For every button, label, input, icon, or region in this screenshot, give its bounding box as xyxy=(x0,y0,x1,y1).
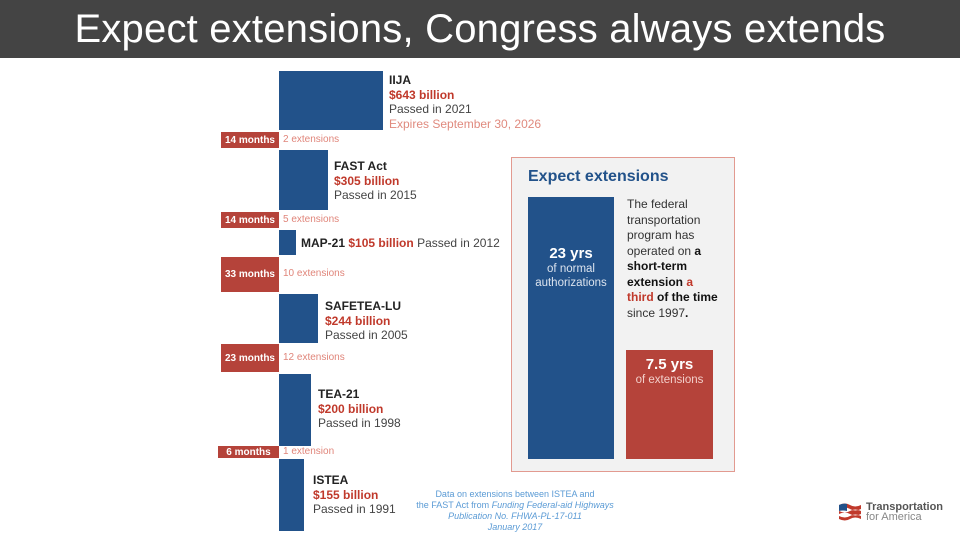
extension-label: of extensions xyxy=(635,374,704,386)
flag-icon xyxy=(839,503,861,521)
label-fast-act: FAST Act $305 billion Passed in 2015 xyxy=(334,159,417,202)
label-iija: IIJA $643 billion Passed in 2021 Expires… xyxy=(389,73,542,131)
ext-count: 12 extensions xyxy=(283,352,345,363)
normal-label: of normal authorizations xyxy=(535,263,607,289)
ext-count: 1 extension xyxy=(283,446,335,457)
ext-duration: 23 months xyxy=(221,344,279,372)
bar-fast-act xyxy=(279,150,328,210)
bar-map-21 xyxy=(279,230,296,255)
callout-description: The federal transportation program has o… xyxy=(627,197,718,320)
source-footnote: Data on extensions between ISTEA and the… xyxy=(416,489,614,532)
label-safetea-lu: SAFETEA-LU $244 billion Passed in 2005 xyxy=(325,299,408,342)
ext-duration: 6 months xyxy=(218,446,279,458)
ext-count: 10 extensions xyxy=(283,268,345,279)
ext-duration: 14 months xyxy=(221,132,279,148)
extension-years: 7.5 yrs xyxy=(645,356,694,373)
ext-duration: 33 months xyxy=(221,257,279,292)
normal-years: 23 yrs xyxy=(549,245,593,262)
extensions-bar: 7.5 yrs of extensions xyxy=(626,350,713,459)
ext-count: 5 extensions xyxy=(283,214,340,225)
label-tea-21: TEA-21 $200 billion Passed in 1998 xyxy=(318,387,401,430)
label-istea: ISTEA $155 billion Passed in 1991 xyxy=(313,473,396,516)
bar-iija xyxy=(279,71,383,130)
bar-tea-21 xyxy=(279,374,311,446)
bar-safetea-lu xyxy=(279,294,318,343)
bar-istea xyxy=(279,459,304,531)
label-map-21: MAP-21 $105 billion Passed in 2012 xyxy=(301,236,500,250)
slide-title: Expect extensions, Congress always exten… xyxy=(0,0,960,58)
normal-authorizations-bar: 23 yrs of normal authorizations xyxy=(528,197,614,459)
transportation-for-america-logo: Transportation for America xyxy=(838,502,943,523)
ext-duration: 14 months xyxy=(221,212,279,228)
ext-count: 2 extensions xyxy=(283,134,340,145)
callout-title: Expect extensions xyxy=(528,168,669,185)
